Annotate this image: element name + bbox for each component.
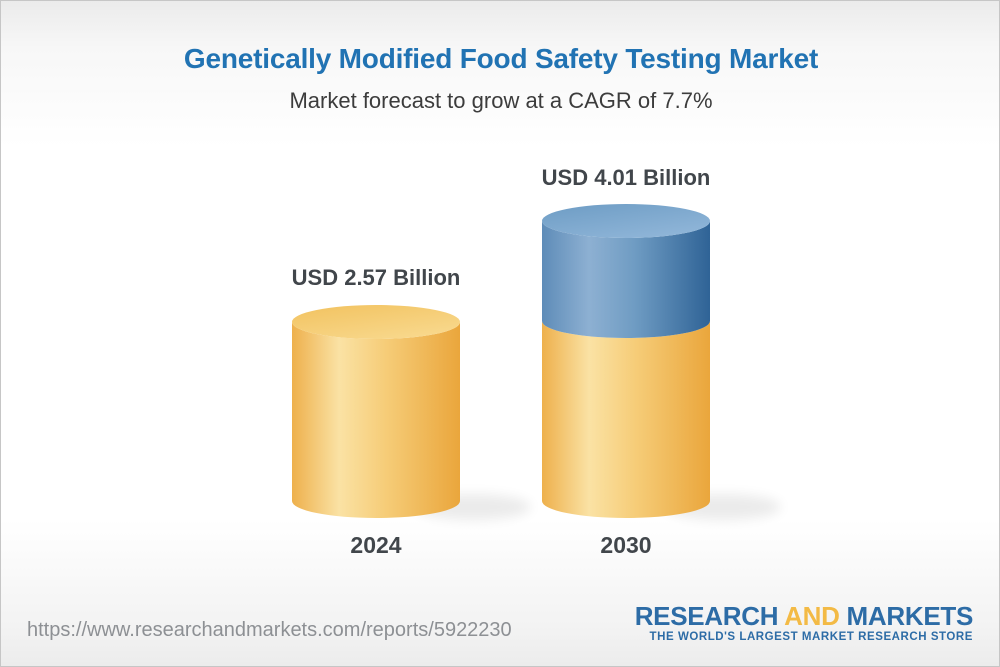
- logo-tagline: THE WORLD'S LARGEST MARKET RESEARCH STOR…: [649, 631, 973, 643]
- value-label-2024: USD 2.57 Billion: [291, 265, 461, 290]
- category-label-2030: 2030: [600, 532, 652, 558]
- bar-2024-cylinder: [292, 305, 460, 518]
- logo-word-research: RESEARCH: [634, 601, 779, 631]
- category-label-2024: 2024: [350, 532, 402, 558]
- logo-wordmark: RESEARCH AND MARKETS: [634, 601, 974, 631]
- bar-2030-cylinder-base: [542, 321, 710, 518]
- research-and-markets-logo: RESEARCH AND MARKETS THE WORLD'S LARGEST…: [634, 601, 974, 644]
- cylinder-bar-chart: [292, 204, 781, 520]
- logo-word-and: AND: [784, 601, 840, 631]
- logo-word-markets: MARKETS: [846, 601, 974, 631]
- bar-2030-cylinder-growth: [542, 204, 710, 338]
- page-subtitle: Market forecast to grow at a CAGR of 7.7…: [289, 88, 713, 113]
- bar-2024-top-face: [292, 305, 460, 339]
- value-label-2030: USD 4.01 Billion: [541, 165, 711, 190]
- page-title: Genetically Modified Food Safety Testing…: [183, 43, 819, 74]
- report-url: https://www.researchandmarkets.com/repor…: [27, 619, 512, 641]
- bar-2030-top-face: [542, 204, 710, 238]
